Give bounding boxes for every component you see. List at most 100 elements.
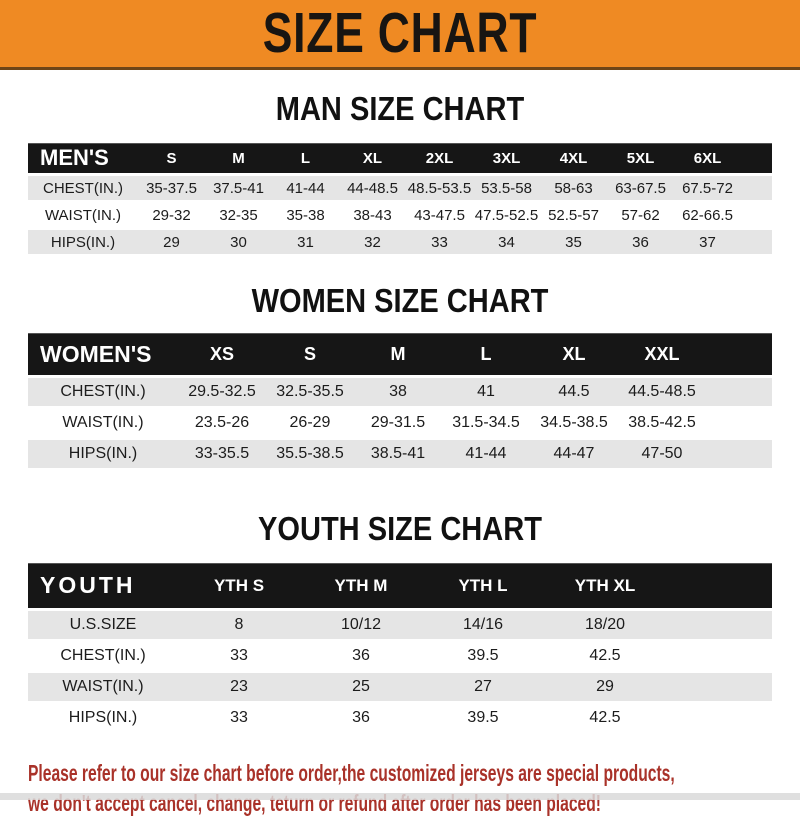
size-value-cell: 57-62	[607, 200, 674, 227]
size-value-cell: 36	[300, 701, 422, 732]
size-value-cell: 37.5-41	[205, 173, 272, 200]
size-value-cell: 34	[473, 227, 540, 254]
table-row: CHEST(IN.) 35-37.5 37.5-41 41-44 44-48.5 48.5…	[28, 173, 772, 200]
size-value-cell: 38.5-41	[354, 437, 442, 468]
size-value-cell: 29	[138, 227, 205, 254]
size-column-header: 4XL	[540, 143, 607, 173]
size-value-cell: 35-38	[272, 200, 339, 227]
size-column-header: 3XL	[473, 143, 540, 173]
size-column-header: XXL	[618, 333, 706, 375]
size-column-header: XL	[530, 333, 618, 375]
row-label: U.S.SIZE	[28, 608, 178, 639]
youth-section-title: YOUTH SIZE CHART	[258, 510, 542, 547]
size-column-header: M	[354, 333, 442, 375]
size-value-cell: 33	[178, 639, 300, 670]
row-label: WAIST(IN.)	[28, 200, 138, 227]
size-column-header: XS	[178, 333, 266, 375]
size-value-cell: 23.5-26	[178, 406, 266, 437]
size-value-cell: 47.5-52.5	[473, 200, 540, 227]
row-filler	[706, 437, 772, 468]
size-value-cell: 67.5-72	[674, 173, 741, 200]
size-column-header: L	[272, 143, 339, 173]
size-column-header: L	[442, 333, 530, 375]
size-value-cell: 36	[607, 227, 674, 254]
size-value-cell: 47-50	[618, 437, 706, 468]
row-filler	[741, 200, 772, 227]
size-value-cell: 23	[178, 670, 300, 701]
size-value-cell: 35.5-38.5	[266, 437, 354, 468]
table-row: U.S.SIZE 8 10/12 14/16 18/20	[28, 608, 772, 639]
size-value-cell: 52.5-57	[540, 200, 607, 227]
row-label: CHEST(IN.)	[28, 173, 138, 200]
size-value-cell: 39.5	[422, 701, 544, 732]
row-filler	[666, 639, 772, 670]
size-value-cell: 33	[406, 227, 473, 254]
row-filler	[666, 608, 772, 639]
size-column-header: 5XL	[607, 143, 674, 173]
size-value-cell: 44-47	[530, 437, 618, 468]
size-value-cell: 33	[178, 701, 300, 732]
women-size-table: WOMEN'S XS S M L XL XXL CHEST(IN.) 29.5-32.5 32.5…	[28, 333, 772, 468]
size-column-header: M	[205, 143, 272, 173]
size-value-cell: 36	[300, 639, 422, 670]
table-row: HIPS(IN.) 33 36 39.5 42.5	[28, 701, 772, 732]
size-value-cell: 26-29	[266, 406, 354, 437]
header-filler	[741, 143, 772, 173]
row-filler	[666, 670, 772, 701]
size-value-cell: 48.5-53.5	[406, 173, 473, 200]
man-size-table: MEN'S S M L XL 2XL 3XL 4XL 5XL 6XL CHEST(IN.) 35-37…	[28, 143, 772, 254]
size-column-header: S	[138, 143, 205, 173]
size-column-header: XL	[339, 143, 406, 173]
size-value-cell: 34.5-38.5	[530, 406, 618, 437]
size-column-header: 6XL	[674, 143, 741, 173]
size-value-cell: 29-31.5	[354, 406, 442, 437]
row-label: WAIST(IN.)	[28, 670, 178, 701]
table-group-label: MEN'S	[28, 143, 138, 173]
size-column-header: 2XL	[406, 143, 473, 173]
size-value-cell: 32-35	[205, 200, 272, 227]
size-value-cell: 62-66.5	[674, 200, 741, 227]
size-value-cell: 44-48.5	[339, 173, 406, 200]
size-value-cell: 44.5-48.5	[618, 375, 706, 406]
size-value-cell: 32	[339, 227, 406, 254]
row-label: HIPS(IN.)	[28, 701, 178, 732]
bottom-edge-strip	[0, 793, 800, 800]
size-column-header: YTH XL	[544, 563, 666, 608]
row-label: HIPS(IN.)	[28, 437, 178, 468]
size-value-cell: 41-44	[442, 437, 530, 468]
size-value-cell: 25	[300, 670, 422, 701]
row-filler	[706, 375, 772, 406]
table-row: HIPS(IN.) 29 30 31 32 33 34 35 36 37	[28, 227, 772, 254]
header-filler	[666, 563, 772, 608]
size-value-cell: 41	[442, 375, 530, 406]
table-header-row: YOUTH YTH S YTH M YTH L YTH XL	[28, 563, 772, 608]
order-policy-note: Please refer to our size chart before or…	[28, 758, 675, 818]
size-value-cell: 38-43	[339, 200, 406, 227]
size-value-cell: 44.5	[530, 375, 618, 406]
table-row: WAIST(IN.) 29-32 32-35 35-38 38-43 43-47.5 47.…	[28, 200, 772, 227]
size-value-cell: 41-44	[272, 173, 339, 200]
man-section-title: MAN SIZE CHART	[275, 90, 525, 127]
size-value-cell: 33-35.5	[178, 437, 266, 468]
row-filler	[741, 227, 772, 254]
size-value-cell: 31.5-34.5	[442, 406, 530, 437]
row-filler	[741, 173, 772, 200]
size-value-cell: 53.5-58	[473, 173, 540, 200]
size-value-cell: 42.5	[544, 639, 666, 670]
table-group-label: WOMEN'S	[28, 333, 178, 375]
row-filler	[706, 406, 772, 437]
header-filler	[706, 333, 772, 375]
size-value-cell: 58-63	[540, 173, 607, 200]
size-chart-banner: SIZE CHART	[0, 0, 800, 70]
size-value-cell: 29	[544, 670, 666, 701]
size-value-cell: 10/12	[300, 608, 422, 639]
row-filler	[666, 701, 772, 732]
table-header-row: MEN'S S M L XL 2XL 3XL 4XL 5XL 6XL	[28, 143, 772, 173]
size-value-cell: 38.5-42.5	[618, 406, 706, 437]
size-value-cell: 35-37.5	[138, 173, 205, 200]
size-value-cell: 18/20	[544, 608, 666, 639]
youth-size-table: YOUTH YTH S YTH M YTH L YTH XL U.S.SIZE 8 10/12…	[28, 563, 772, 732]
size-value-cell: 43-47.5	[406, 200, 473, 227]
size-column-header: YTH L	[422, 563, 544, 608]
size-value-cell: 39.5	[422, 639, 544, 670]
